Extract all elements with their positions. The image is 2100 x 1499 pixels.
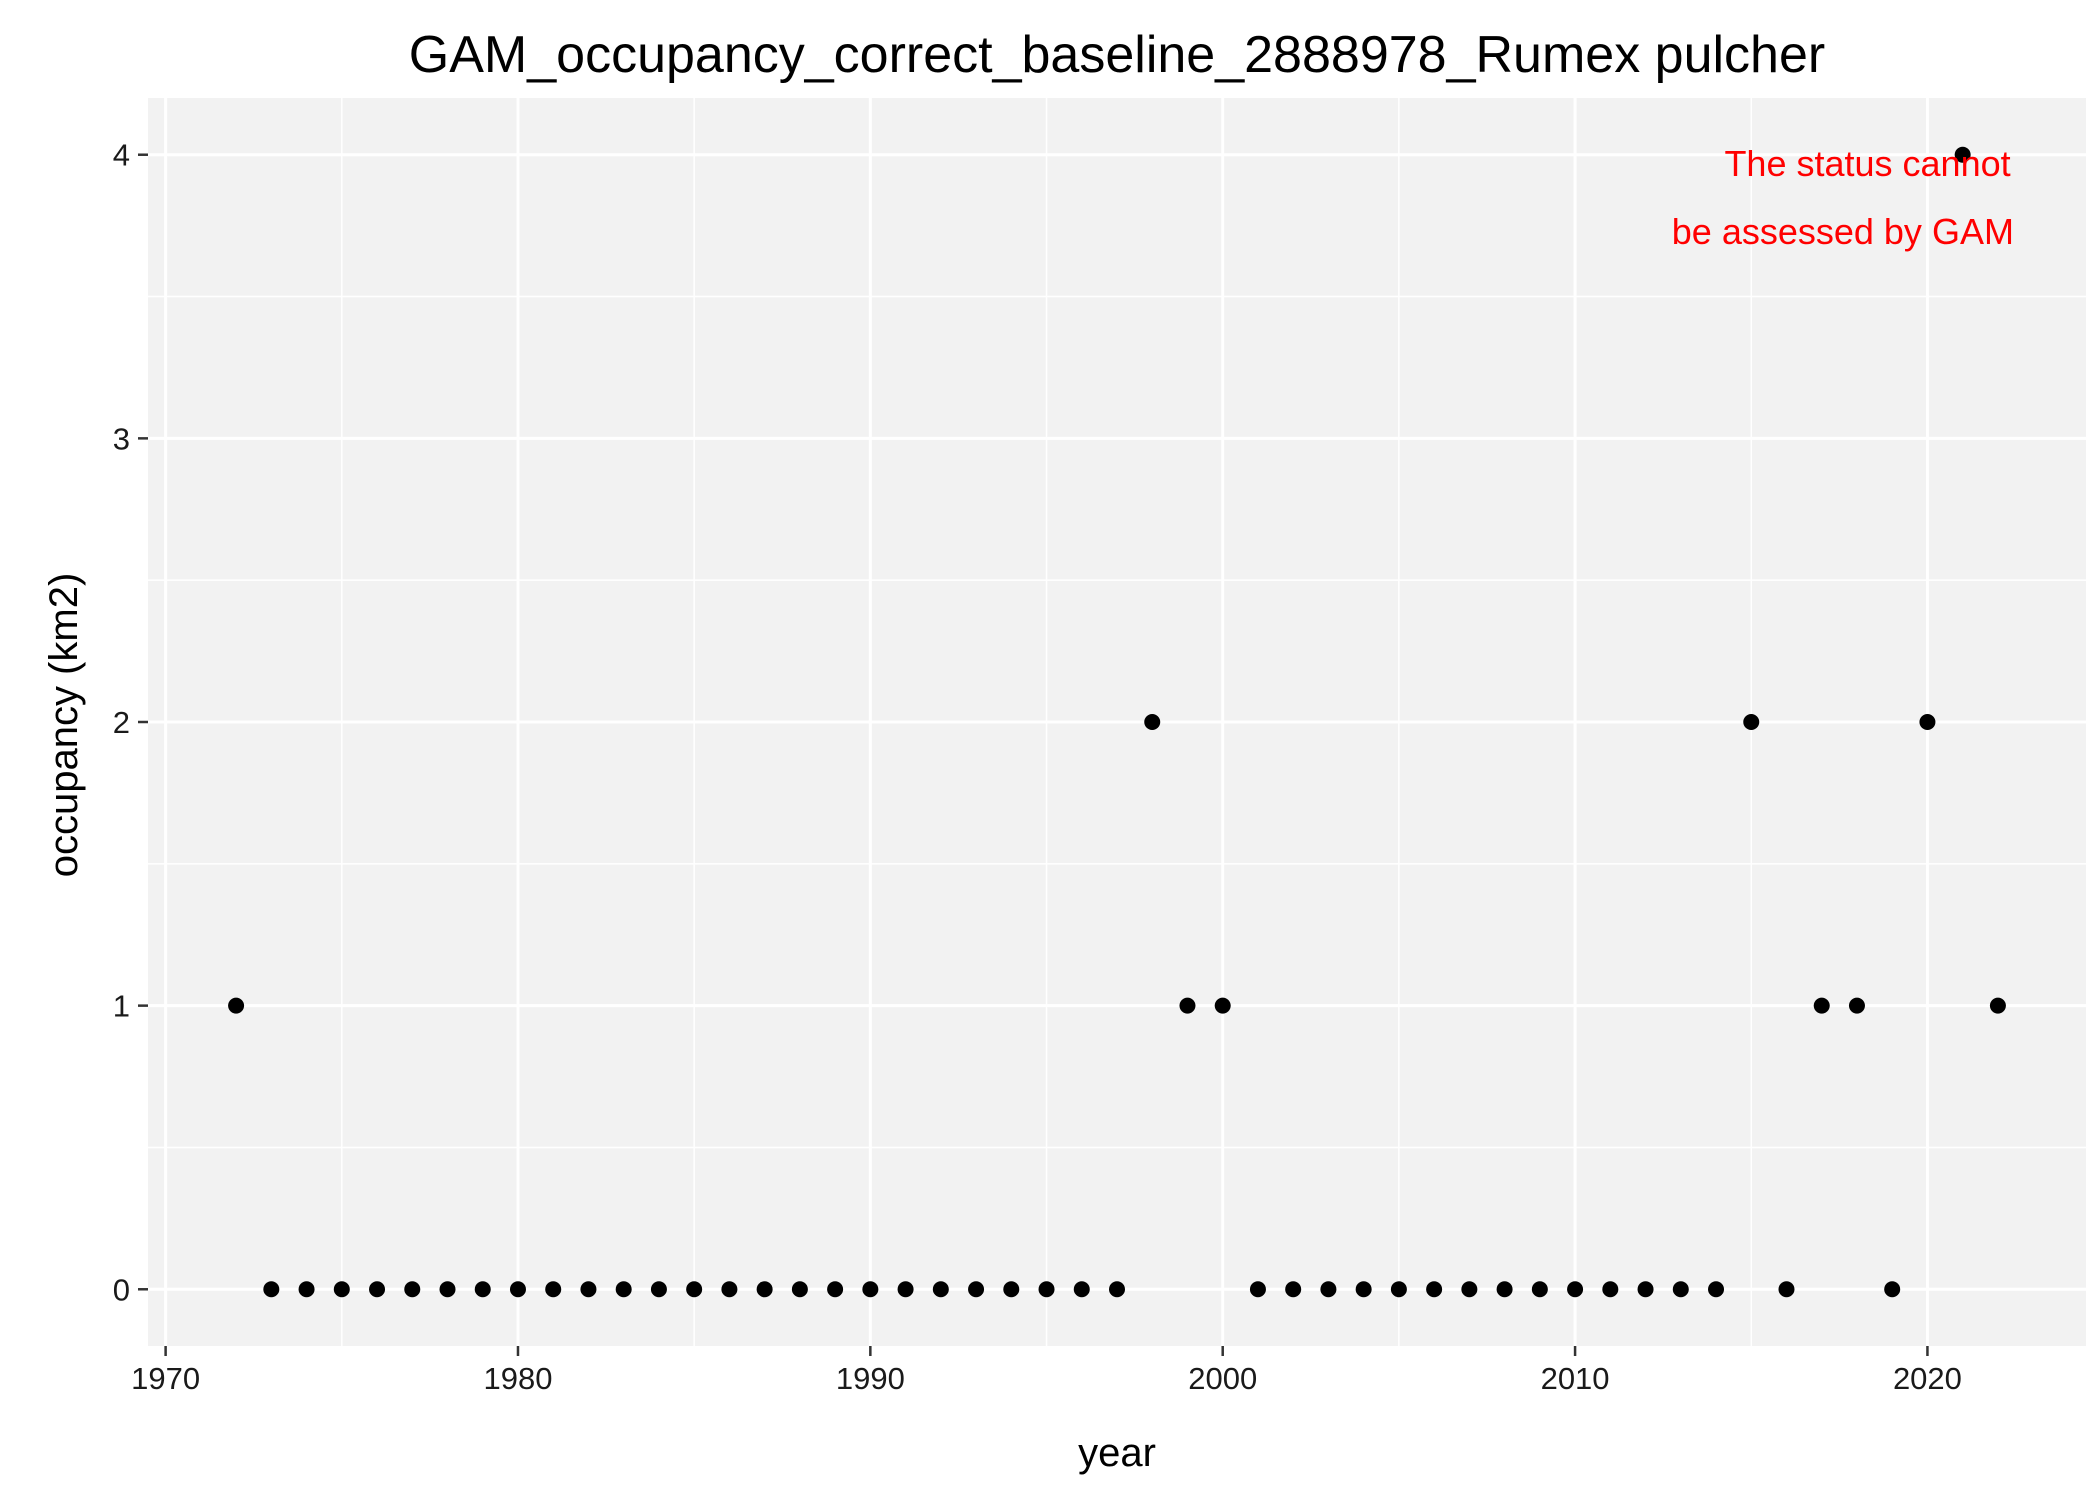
data-point bbox=[1214, 997, 1231, 1014]
data-point bbox=[1249, 1281, 1266, 1298]
data-point bbox=[1567, 1281, 1584, 1298]
data-point bbox=[1919, 714, 1936, 730]
data-point bbox=[827, 1281, 844, 1298]
data-point bbox=[1743, 714, 1760, 730]
x-tick-label: 1990 bbox=[836, 1361, 905, 1396]
data-point bbox=[1038, 1281, 1055, 1298]
x-tick-label: 1980 bbox=[483, 1361, 552, 1396]
x-axis: 1970 1980 1990 2000 2010 2020 bbox=[131, 1346, 1962, 1396]
y-tick-label: 0 bbox=[113, 1272, 130, 1307]
data-point bbox=[1461, 1281, 1478, 1298]
data-point bbox=[1989, 997, 2006, 1014]
x-axis-title: year bbox=[1078, 1431, 1156, 1475]
data-point bbox=[1109, 1281, 1125, 1298]
data-point bbox=[439, 1281, 456, 1298]
data-point bbox=[686, 1281, 703, 1298]
data-point bbox=[545, 1281, 562, 1298]
data-point bbox=[474, 1281, 491, 1298]
data-point bbox=[1954, 146, 1971, 163]
data-point bbox=[1003, 1281, 1020, 1298]
data-point bbox=[404, 1281, 421, 1298]
data-point bbox=[1884, 1281, 1901, 1298]
data-point bbox=[1355, 1281, 1372, 1298]
data-point bbox=[756, 1281, 773, 1298]
y-axis: 0 1 2 3 4 bbox=[113, 138, 148, 1307]
y-tick-label: 3 bbox=[113, 421, 130, 456]
data-point bbox=[615, 1281, 632, 1298]
y-tick-label: 4 bbox=[113, 138, 130, 173]
data-point bbox=[1708, 1281, 1725, 1298]
data-point bbox=[968, 1281, 985, 1298]
data-point bbox=[1320, 1281, 1337, 1298]
data-points bbox=[228, 146, 2006, 1298]
data-point bbox=[263, 1281, 280, 1298]
data-point bbox=[333, 1281, 350, 1298]
data-point bbox=[1285, 1281, 1302, 1298]
annotation-line-2: be assessed by GAM bbox=[1672, 211, 2014, 252]
y-tick-label: 1 bbox=[113, 989, 130, 1024]
data-point bbox=[1813, 997, 1830, 1014]
data-point bbox=[1179, 997, 1196, 1014]
y-axis-title: occupancy (km2) bbox=[42, 573, 86, 878]
annotation-line-1: The status cannot bbox=[1724, 143, 2010, 184]
data-point bbox=[1426, 1281, 1443, 1298]
data-point bbox=[650, 1281, 667, 1298]
data-point bbox=[1672, 1281, 1689, 1298]
data-point bbox=[1637, 1281, 1654, 1298]
data-point bbox=[1496, 1281, 1513, 1298]
data-point bbox=[369, 1281, 386, 1298]
data-point bbox=[580, 1281, 597, 1298]
data-point bbox=[1144, 714, 1161, 730]
x-tick-label: 2020 bbox=[1893, 1361, 1962, 1396]
data-point bbox=[1848, 997, 1865, 1014]
data-point bbox=[932, 1281, 949, 1298]
data-point bbox=[791, 1281, 808, 1298]
data-point bbox=[509, 1281, 526, 1298]
data-point bbox=[862, 1281, 879, 1298]
data-point bbox=[1073, 1281, 1090, 1298]
data-point bbox=[897, 1281, 914, 1298]
minor-gridlines bbox=[148, 98, 2086, 1346]
data-point bbox=[1390, 1281, 1407, 1298]
x-tick-label: 2010 bbox=[1541, 1361, 1610, 1396]
data-point bbox=[1778, 1281, 1795, 1298]
data-point bbox=[228, 997, 245, 1014]
data-point bbox=[1602, 1281, 1619, 1298]
data-point bbox=[1531, 1281, 1548, 1298]
data-point bbox=[721, 1281, 738, 1298]
x-tick-label: 2000 bbox=[1188, 1361, 1257, 1396]
y-tick-label: 2 bbox=[113, 705, 130, 740]
chart-title: GAM_occupancy_correct_baseline_2888978_R… bbox=[409, 26, 1825, 84]
x-tick-label: 1970 bbox=[131, 1361, 200, 1396]
annotation: The status cannot be assessed by GAM bbox=[1672, 143, 2014, 252]
data-point bbox=[298, 1281, 315, 1298]
